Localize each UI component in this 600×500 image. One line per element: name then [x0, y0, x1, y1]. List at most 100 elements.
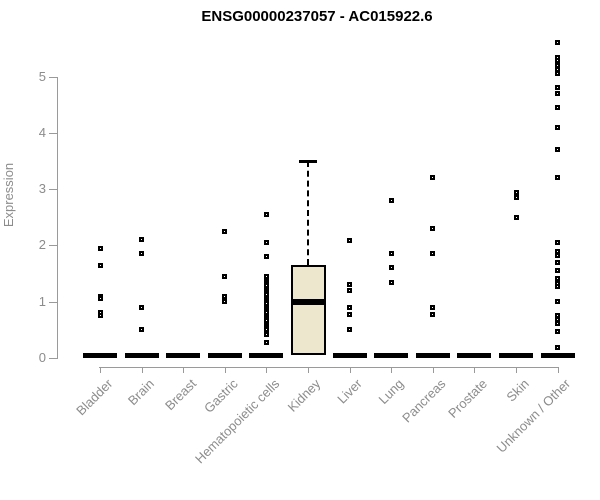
y-tick: [49, 301, 57, 303]
category-label: Pancreas: [398, 376, 449, 426]
y-tick-label: 4: [38, 124, 46, 140]
x-tick: [266, 367, 268, 373]
x-tick: [391, 367, 393, 373]
chart-title: ENSG00000237057 - AC015922.6: [201, 8, 433, 25]
data-point: [347, 311, 353, 317]
x-tick: [516, 367, 517, 373]
data-point: [222, 299, 228, 305]
median-bar-at-zero: [332, 353, 367, 358]
category-label: Brain: [125, 376, 158, 409]
category-label: Lung: [375, 376, 407, 408]
median-bar-at-zero: [499, 353, 533, 358]
data-point: [555, 240, 561, 246]
data-point: [222, 273, 228, 279]
data-point: [555, 345, 561, 351]
median-bar-at-zero: [540, 353, 575, 358]
x-tick: [349, 367, 351, 373]
whisker-cap: [299, 160, 317, 164]
data-point: [513, 195, 519, 201]
data-point: [555, 105, 561, 111]
x-axis-line: [99, 367, 559, 368]
data-point: [513, 214, 519, 220]
y-axis-title: Expression: [1, 162, 16, 228]
data-point: [555, 312, 561, 318]
box-iqr: [290, 265, 326, 355]
data-point: [430, 251, 436, 257]
data-point: [388, 251, 394, 257]
data-point: [430, 175, 436, 181]
median-line: [290, 298, 326, 305]
y-tick-label: 1: [38, 293, 46, 309]
data-point: [555, 268, 561, 274]
data-point: [555, 299, 561, 305]
data-point: [555, 91, 561, 97]
category-label: Skin: [503, 376, 532, 405]
data-point: [263, 254, 269, 260]
upper-whisker: [307, 161, 309, 266]
y-tick-label: 2: [38, 237, 46, 253]
data-point: [388, 265, 394, 271]
data-point: [97, 245, 103, 251]
data-point: [430, 311, 436, 317]
data-point: [513, 189, 519, 195]
x-tick: [308, 367, 309, 373]
category-label: Liver: [334, 376, 366, 407]
data-point: [388, 197, 394, 203]
data-point: [555, 124, 561, 130]
median-bar-at-zero: [457, 353, 492, 358]
data-point: [263, 240, 269, 246]
data-point: [555, 329, 561, 335]
data-point: [555, 284, 561, 290]
data-point: [555, 147, 561, 153]
data-point: [222, 228, 228, 234]
data-point: [263, 339, 269, 345]
median-bar-at-zero: [249, 353, 284, 358]
data-point: [347, 327, 353, 333]
data-point: [97, 262, 103, 268]
category-label: Gastric: [200, 376, 241, 416]
data-point: [263, 331, 269, 337]
median-bar-at-zero: [124, 353, 159, 358]
category-label: Prostate: [445, 376, 491, 421]
data-point: [139, 304, 145, 310]
data-point: [555, 259, 561, 265]
y-tick-label: 3: [38, 181, 46, 197]
x-tick: [224, 367, 226, 373]
data-point: [430, 226, 436, 232]
data-point: [555, 58, 561, 64]
x-tick: [183, 367, 185, 373]
data-point: [388, 279, 394, 285]
x-tick: [100, 367, 101, 373]
y-tick: [49, 132, 57, 134]
median-bar-at-zero: [83, 353, 117, 358]
data-point: [555, 275, 561, 281]
median-bar-at-zero: [166, 353, 201, 358]
y-tick-label: 5: [38, 68, 46, 84]
category-label: Bladder: [73, 376, 116, 419]
data-point: [555, 320, 561, 326]
data-point: [347, 304, 353, 310]
y-tick-label: 0: [38, 350, 46, 365]
y-tick: [49, 189, 57, 191]
category-label: Kidney: [284, 376, 324, 415]
y-tick: [49, 76, 57, 78]
data-point: [139, 237, 145, 243]
data-point: [347, 287, 353, 293]
data-point: [263, 212, 269, 218]
category-label: Unknown / Other: [493, 376, 574, 456]
y-tick: [49, 245, 57, 247]
data-point: [222, 293, 228, 299]
y-axis-line: [57, 76, 58, 359]
category-label: Breast: [161, 376, 199, 414]
y-tick: [49, 358, 57, 359]
x-tick: [557, 367, 559, 373]
data-point: [97, 313, 103, 319]
data-point: [430, 304, 436, 310]
data-point: [555, 62, 561, 68]
median-bar-at-zero: [207, 353, 242, 358]
data-point: [555, 71, 561, 77]
x-tick: [141, 367, 143, 373]
data-point: [555, 85, 561, 91]
data-point: [347, 238, 353, 244]
